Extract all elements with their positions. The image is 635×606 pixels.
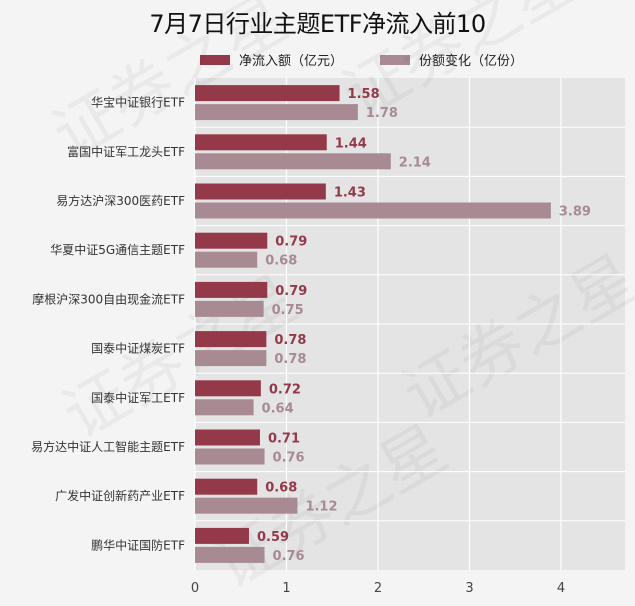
x-tick-label: 3 — [465, 581, 473, 596]
data-label-net-inflow: 0.79 — [275, 235, 307, 250]
legend-label-net-inflow: 净流入额（亿元） — [239, 54, 344, 69]
data-label-net-inflow: 1.43 — [334, 186, 366, 201]
category-label: 易方达沪深300医药ETF — [56, 193, 185, 208]
bar-share-change — [195, 448, 265, 465]
category-label: 摩根沪深300自由现金流ETF — [32, 291, 185, 306]
legend-item-net-inflow: 净流入额（亿元） — [200, 50, 343, 69]
data-label-share-change: 1.12 — [305, 500, 337, 515]
data-label-net-inflow: 0.68 — [265, 481, 297, 496]
bar-net-inflow — [195, 281, 268, 298]
bar-net-inflow — [195, 85, 340, 102]
bar-net-inflow — [195, 527, 249, 544]
category-label: 富国中证军工龙头ETF — [67, 144, 185, 159]
data-label-share-change: 2.14 — [399, 155, 431, 170]
bar-share-change — [195, 251, 258, 268]
data-label-net-inflow: 0.71 — [268, 432, 300, 447]
legend-swatch-share-change — [380, 54, 410, 65]
category-label: 国泰中证煤炭ETF — [91, 341, 185, 356]
bar-net-inflow — [195, 429, 260, 446]
data-label-share-change: 0.76 — [273, 451, 305, 466]
bar-share-change — [195, 300, 264, 317]
data-label-net-inflow: 0.78 — [274, 333, 306, 348]
data-label-share-change: 0.76 — [273, 549, 305, 564]
chart-title: 7月7日行业主题ETF净流入前10 — [149, 10, 486, 38]
data-label-net-inflow: 0.59 — [257, 530, 289, 545]
bar-net-inflow — [195, 331, 267, 348]
bar-share-change — [195, 497, 298, 514]
category-label: 鹏华中证国防ETF — [91, 537, 185, 552]
chart-legend: 净流入额（亿元） 份额变化（亿份） — [0, 50, 635, 69]
bar-share-change — [195, 399, 254, 416]
bar-share-change — [195, 350, 267, 367]
data-label-net-inflow: 1.58 — [348, 87, 380, 102]
data-label-share-change: 3.89 — [559, 205, 591, 220]
bar-share-change — [195, 153, 391, 170]
legend-label-share-change: 份额变化（亿份） — [419, 54, 524, 69]
category-label: 国泰中证军工ETF — [91, 390, 185, 405]
bar-net-inflow — [195, 134, 327, 151]
category-label: 易方达中证人工智能主题ETF — [31, 439, 185, 454]
bar-net-inflow — [195, 232, 268, 249]
bar-share-change — [195, 104, 358, 121]
category-label: 华夏中证5G通信主题ETF — [50, 242, 185, 257]
data-label-share-change: 0.75 — [272, 303, 304, 318]
data-label-net-inflow: 0.79 — [275, 284, 307, 299]
bar-share-change — [195, 546, 265, 563]
data-label-net-inflow: 1.44 — [335, 136, 367, 151]
x-tick-label: 2 — [374, 581, 382, 596]
data-label-share-change: 0.68 — [265, 254, 297, 269]
legend-item-share-change: 份额变化（亿份） — [380, 50, 523, 69]
x-tick-label: 1 — [282, 581, 290, 596]
legend-swatch-net-inflow — [200, 54, 230, 65]
bar-net-inflow — [195, 478, 258, 495]
bar-net-inflow — [195, 380, 261, 397]
data-label-share-change: 0.64 — [262, 401, 294, 416]
category-label: 华宝中证银行ETF — [91, 95, 185, 110]
x-tick-label: 0 — [191, 581, 199, 596]
bar-share-change — [195, 202, 551, 219]
x-tick-label: 4 — [557, 581, 565, 596]
category-label: 广发中证创新药产业ETF — [55, 488, 185, 503]
data-label-share-change: 1.78 — [366, 106, 398, 121]
bar-net-inflow — [195, 183, 326, 200]
data-label-share-change: 0.78 — [274, 352, 306, 367]
data-label-net-inflow: 0.72 — [269, 382, 301, 397]
